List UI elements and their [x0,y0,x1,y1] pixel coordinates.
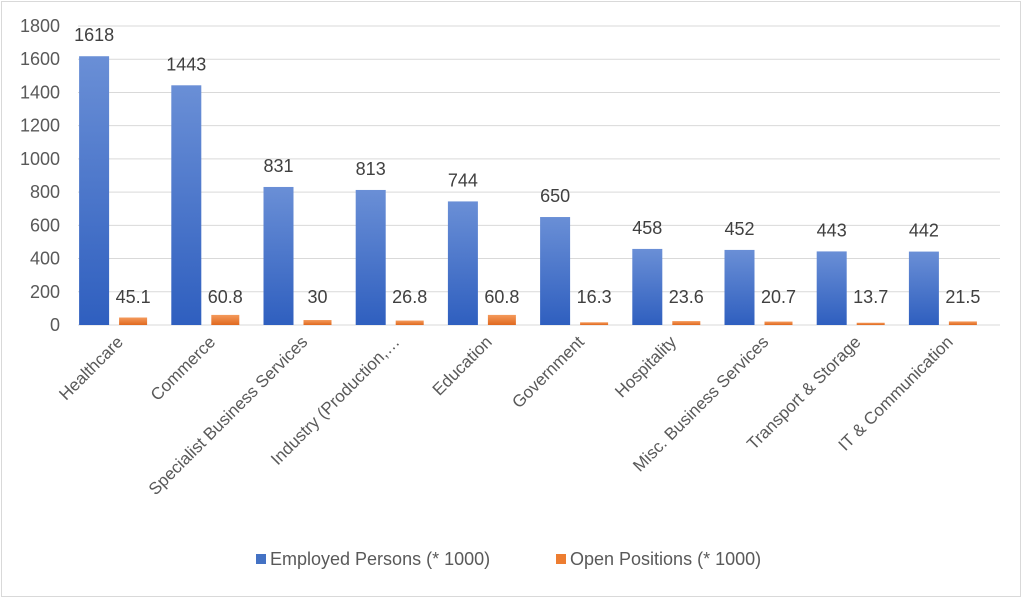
data-label-open-positions: 30 [307,287,327,307]
data-labels: 1618 45.1 1443 60.8 831 30 813 26.8 744 60.8 650 16… [74,25,980,307]
bar-open-positions [580,322,609,325]
data-label-open-positions: 60.8 [484,287,519,307]
x-category-label: Hospitality [611,332,680,401]
legend-label: Open Positions (* 1000) [570,549,761,569]
bar-employed-persons [263,186,294,325]
bar-open-positions [119,317,148,325]
y-tick-label: 1600 [20,49,60,69]
bar-employed-persons [171,85,202,325]
x-category-label: Commerce [147,332,219,404]
bar-employed-persons [355,189,386,325]
gridlines [78,25,1000,326]
data-label-open-positions: 16.3 [577,287,612,307]
data-label-employed-persons: 744 [448,170,478,190]
bar-employed-persons [908,251,939,325]
data-label-employed-persons: 442 [909,221,939,241]
data-label-employed-persons: 831 [263,156,293,176]
bar-open-positions [211,314,240,325]
data-label-employed-persons: 813 [356,159,386,179]
x-category-label: Government [508,332,588,412]
y-tick-label: 200 [30,282,60,302]
data-label-employed-persons: 650 [540,186,570,206]
bars [79,56,977,325]
data-label-open-positions: 20.7 [761,287,796,307]
data-label-open-positions: 13.7 [853,287,888,307]
bar-open-positions [764,321,793,325]
y-tick-label: 0 [50,315,60,335]
data-label-employed-persons: 1618 [74,25,114,45]
y-tick-label: 1200 [20,116,60,136]
legend: Employed Persons (* 1000) Open Positions … [256,549,761,569]
bar-employed-persons [540,217,571,325]
x-category-label: Healthcare [55,332,127,404]
legend-item: Open Positions (* 1000) [556,549,761,569]
y-tick-label: 600 [30,215,60,235]
legend-item: Employed Persons (* 1000) [256,549,490,569]
data-label-open-positions: 26.8 [392,287,427,307]
bar-open-positions [395,320,424,325]
legend-swatch [256,554,266,564]
data-label-open-positions: 45.1 [116,287,151,307]
y-tick-label: 1400 [20,82,60,102]
bar-open-positions [948,321,977,325]
y-tick-label: 1000 [20,149,60,169]
x-category-label: Specialist Business Services [145,332,311,498]
y-tick-label: 1800 [20,16,60,36]
bar-open-positions [672,321,701,325]
data-label-employed-persons: 443 [817,220,847,240]
data-label-employed-persons: 458 [632,218,662,238]
bar-employed-persons [447,201,478,325]
bar-open-positions [303,320,332,325]
data-label-open-positions: 23.6 [669,287,704,307]
bar-employed-persons [632,248,663,325]
y-tick-label: 800 [30,182,60,202]
legend-label: Employed Persons (* 1000) [270,549,490,569]
legend-swatch [556,554,566,564]
data-label-open-positions: 21.5 [945,287,980,307]
bar-open-positions [487,314,516,325]
data-label-open-positions: 60.8 [208,287,243,307]
y-tick-label: 400 [30,249,60,269]
bar-employed-persons [79,56,110,325]
bar-employed-persons [724,249,755,325]
bar-open-positions [856,322,885,325]
data-label-employed-persons: 1443 [166,54,206,74]
bar-employed-persons [816,251,847,325]
y-axis: 0 200 400 600 800 1000 1200 1400 1600 1800 [20,16,60,335]
data-label-employed-persons: 452 [724,219,754,239]
x-category-label: Education [429,332,496,399]
